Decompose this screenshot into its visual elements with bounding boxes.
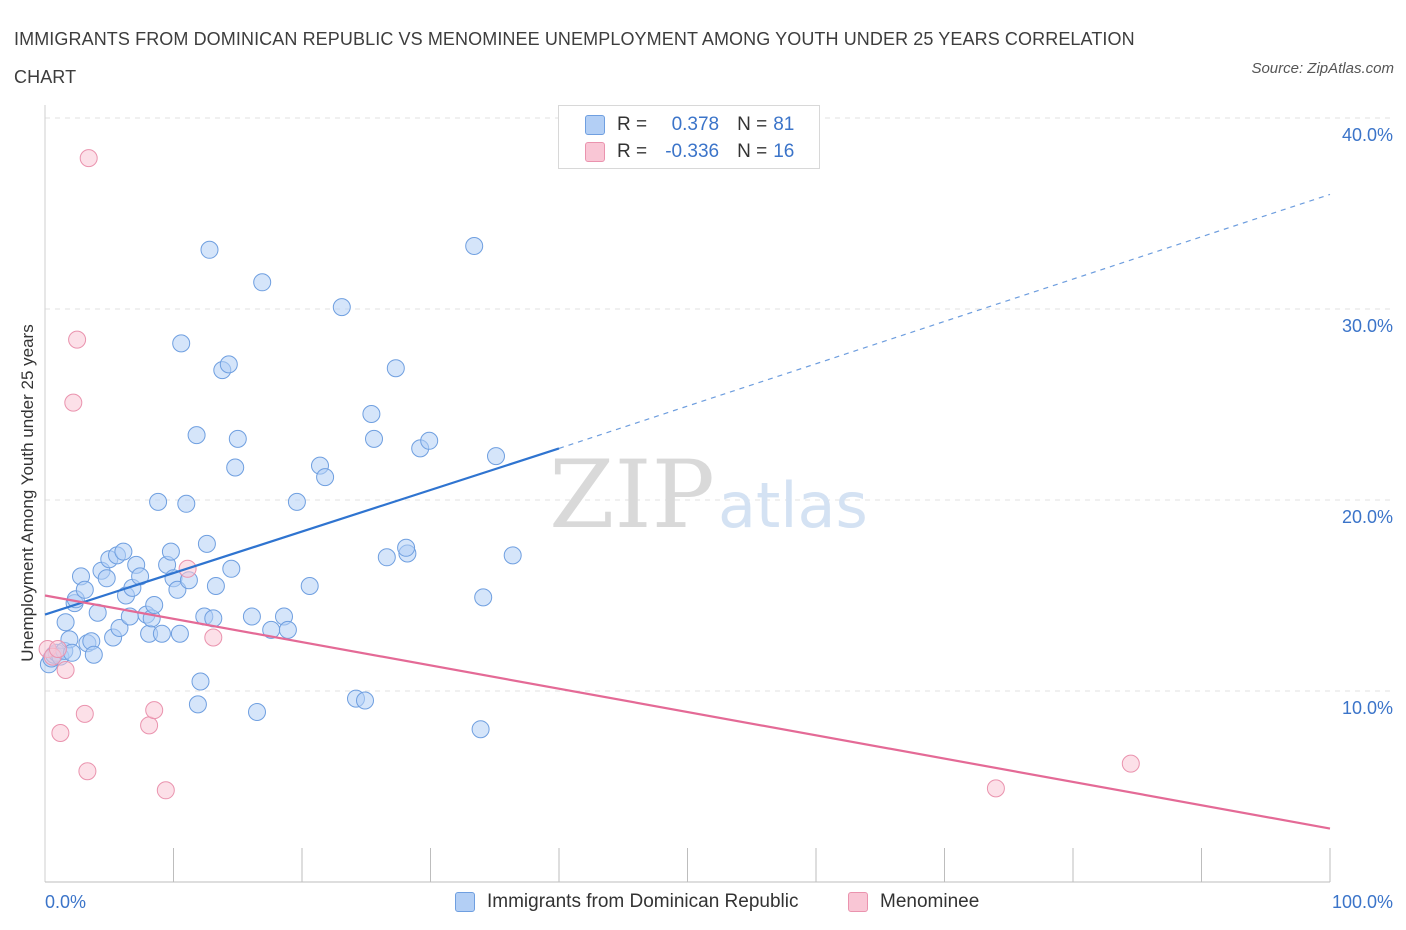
point-immigrants — [191, 672, 210, 691]
point-menominee — [145, 701, 164, 720]
point-menominee — [48, 640, 67, 658]
point-menominee — [68, 330, 87, 349]
point-immigrants — [172, 334, 191, 353]
legend-n-label: N = — [737, 141, 768, 162]
point-immigrants — [471, 720, 490, 739]
trend-lines — [44, 193, 1331, 830]
point-immigrants — [152, 624, 171, 643]
point-immigrants — [226, 458, 245, 477]
series-legend-immigrants: Immigrants from Dominican Republic — [455, 889, 799, 915]
chart-title: IMMIGRANTS FROM DOMINICAN REPUBLIC VS ME… — [14, 29, 1135, 87]
watermark-zip: ZIP — [549, 441, 715, 550]
series-legend-menominee: Menominee — [848, 889, 979, 915]
point-immigrants — [287, 492, 306, 511]
point-immigrants — [197, 534, 216, 553]
point-immigrants — [487, 447, 505, 466]
gridlines — [45, 117, 1395, 692]
point-menominee — [78, 762, 97, 781]
point-immigrants — [242, 607, 261, 626]
point-menominee — [1121, 754, 1140, 773]
y-tick-label: 40.0% — [1342, 125, 1393, 145]
series-legend-swatch-menominee — [848, 892, 868, 912]
legend-swatch-menominee — [585, 142, 605, 162]
point-immigrants — [228, 429, 247, 448]
point-immigrants — [187, 426, 206, 445]
correlation-legend: R = 0.378 N = 81 R = -0.336 N = 16 — [558, 105, 820, 169]
source-credit: Source: ZipAtlas.com — [1251, 60, 1394, 77]
watermark: ZIP atlas — [549, 441, 868, 550]
point-immigrants — [56, 613, 75, 632]
point-menominee — [986, 779, 1005, 798]
series-legend-label-menominee: Menominee — [880, 891, 980, 912]
trend-line-menominee — [44, 594, 1331, 830]
point-immigrants — [75, 580, 94, 599]
point-menominee — [140, 716, 159, 735]
point-menominee — [79, 149, 98, 168]
point-immigrants — [200, 240, 219, 259]
legend-n-value-menominee: 16 — [773, 141, 795, 162]
point-immigrants — [206, 577, 225, 595]
data-points — [38, 149, 1140, 800]
point-menominee — [64, 393, 83, 412]
series-legend-swatch-immigrants — [455, 892, 475, 912]
point-immigrants — [278, 620, 297, 639]
series-legend-label-immigrants: Immigrants from Dominican Republic — [487, 891, 799, 912]
point-immigrants — [168, 580, 187, 599]
point-menominee — [204, 628, 223, 647]
point-immigrants — [219, 355, 238, 374]
point-immigrants — [110, 619, 129, 637]
point-immigrants — [316, 468, 335, 487]
point-immigrants — [170, 624, 189, 643]
point-immigrants — [97, 569, 116, 588]
legend-n-value-immigrants: 81 — [773, 114, 795, 135]
legend-r-label: R = — [617, 141, 648, 162]
point-immigrants — [332, 298, 351, 317]
point-menominee — [156, 781, 175, 800]
axes — [44, 105, 1331, 883]
point-immigrants — [356, 691, 374, 710]
legend-r-label: R = — [617, 114, 648, 135]
point-menominee — [56, 661, 75, 679]
point-immigrants — [177, 494, 196, 513]
point-menominee — [75, 704, 94, 723]
point-immigrants — [386, 359, 405, 378]
tick-labels: 10.0% 20.0% 30.0% 40.0% 0.0% 100.0% — [45, 125, 1393, 912]
y-tick-label: 20.0% — [1342, 507, 1393, 527]
y-tick-label: 30.0% — [1342, 316, 1393, 336]
point-immigrants — [84, 645, 103, 664]
x-tick-label-max: 100.0% — [1332, 892, 1393, 912]
legend-row-immigrants: R = 0.378 N = 81 — [585, 113, 794, 137]
point-menominee — [51, 724, 70, 742]
legend-r-value-menominee: -0.336 — [665, 141, 720, 162]
y-axis-title: Unemployment Among Youth under 25 years — [18, 324, 37, 662]
legend-swatch-immigrants — [585, 115, 605, 135]
point-immigrants — [114, 542, 133, 561]
point-immigrants — [300, 577, 319, 595]
legend-n-label: N = — [737, 114, 768, 135]
point-immigrants — [188, 695, 207, 714]
point-immigrants — [248, 703, 266, 721]
point-immigrants — [145, 596, 164, 614]
x-tick-label-min: 0.0% — [45, 892, 86, 912]
legend-row-menominee: R = -0.336 N = 16 — [585, 140, 794, 164]
point-immigrants — [397, 538, 416, 557]
watermark-atlas: atlas — [718, 469, 868, 542]
point-immigrants — [149, 492, 168, 511]
y-tick-label: 10.0% — [1342, 698, 1393, 718]
point-immigrants — [365, 429, 383, 448]
point-immigrants — [377, 548, 396, 567]
point-immigrants — [161, 542, 180, 561]
point-immigrants — [503, 546, 522, 565]
trend-line-immigrants-solid — [44, 447, 560, 616]
point-immigrants — [420, 431, 439, 450]
trend-line-immigrants-dashed — [558, 193, 1331, 449]
point-immigrants — [222, 559, 241, 578]
point-immigrants — [253, 273, 272, 292]
legend-r-value-immigrants: 0.378 — [671, 114, 720, 135]
point-immigrants — [362, 405, 381, 423]
point-immigrants — [465, 237, 484, 255]
point-immigrants — [474, 588, 493, 607]
